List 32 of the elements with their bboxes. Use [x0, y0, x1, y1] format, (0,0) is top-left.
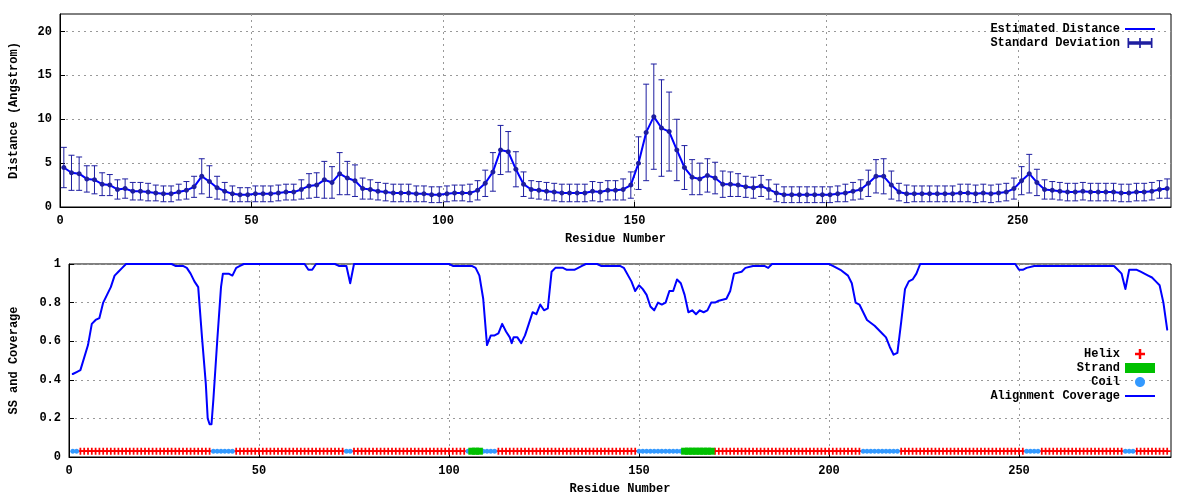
x-tick-label: 150 [628, 464, 650, 478]
y-axis-title: Distance (Angstrom) [7, 42, 21, 179]
y-tick-label: 0 [44, 200, 52, 214]
x-tick-label: 100 [438, 464, 460, 478]
x-axis-title: Residue Number [565, 232, 666, 246]
x-tick-label: 50 [251, 464, 267, 478]
x-axis-title: Residue Number [569, 482, 671, 496]
y-axis-title: SS and Coverage [7, 306, 21, 415]
legend-label: Alignment Coverage [990, 389, 1120, 403]
x-tick-label: 0 [65, 464, 73, 478]
legend-label: Coil [1091, 375, 1120, 389]
y-tick-label: 0.8 [39, 295, 61, 310]
y-tick-label: 0.4 [39, 372, 61, 387]
y-tick-label: 0 [53, 450, 61, 464]
legend-label: Estimated Distance [990, 22, 1120, 36]
legend-label: Standard Deviation [990, 36, 1120, 50]
y-tick-label: 0.2 [39, 411, 61, 426]
y-tick-label: 1 [53, 257, 61, 271]
y-tick-label: 0.6 [39, 334, 61, 349]
legend-label: Helix [1083, 347, 1120, 361]
x-tick-label: 250 [1008, 464, 1030, 478]
x-tick-label: 150 [623, 214, 646, 228]
y-tick-label: 15 [37, 68, 52, 83]
x-tick-label: 100 [432, 214, 454, 228]
x-tick-label: 250 [1006, 214, 1029, 228]
x-tick-label: 50 [244, 214, 259, 228]
legend-label: Strand [1076, 361, 1120, 375]
x-tick-label: 200 [818, 464, 840, 478]
x-tick-label: 200 [815, 214, 838, 228]
y-tick-label: 10 [37, 112, 52, 127]
y-tick-label: 20 [37, 24, 52, 39]
y-tick-label: 5 [44, 156, 52, 171]
